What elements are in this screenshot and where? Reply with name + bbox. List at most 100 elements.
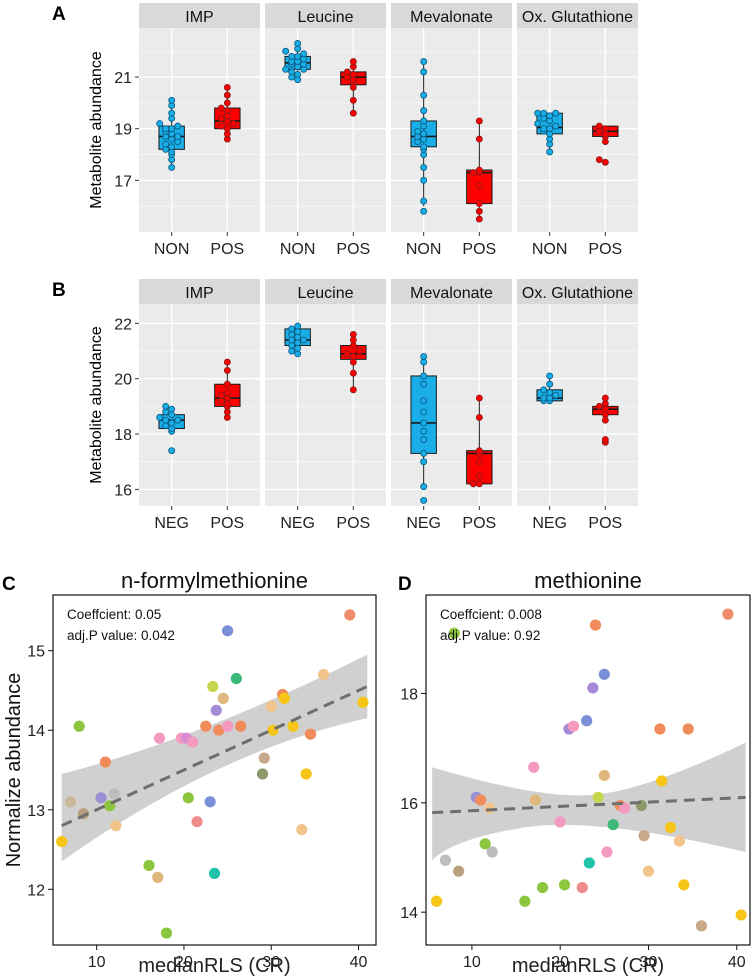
x-tick-label: POS <box>588 241 622 258</box>
data-point <box>664 821 677 834</box>
facet-title: Leucine <box>297 285 353 302</box>
data-point <box>294 322 302 330</box>
data-point <box>288 52 296 60</box>
data-point <box>162 140 170 148</box>
data-point <box>174 416 182 424</box>
data-point <box>552 122 560 130</box>
data-point <box>162 416 170 424</box>
x-axis-label: medianRLS (CR) <box>138 955 290 977</box>
facet-strip <box>391 279 512 304</box>
data-point <box>300 50 308 58</box>
data-point <box>344 609 356 621</box>
facet-background <box>265 28 386 232</box>
x-tick-label: NEG <box>532 515 567 532</box>
data-point <box>256 768 269 780</box>
panel-letter: C <box>2 574 16 595</box>
box-non <box>156 96 185 171</box>
x-tick-label: POS <box>462 515 496 532</box>
data-point <box>287 720 299 732</box>
data-point <box>540 109 548 117</box>
data-point <box>349 369 357 377</box>
data-point <box>217 692 229 705</box>
data-point <box>673 835 685 847</box>
data-point <box>278 692 290 705</box>
box-neg <box>410 353 437 504</box>
data-point <box>475 200 483 208</box>
data-point <box>554 816 566 828</box>
data-point <box>420 458 428 466</box>
y-tick-label: 13 <box>27 803 45 820</box>
data-point <box>355 347 363 355</box>
data-point <box>619 802 631 814</box>
data-point <box>162 125 170 133</box>
data-point <box>282 65 290 73</box>
data-point <box>288 68 296 76</box>
data-point <box>595 156 603 164</box>
y-tick-label: 14 <box>400 905 418 922</box>
panel-letter: B <box>52 280 66 301</box>
data-point <box>110 820 122 832</box>
data-point <box>576 881 588 894</box>
facet-background <box>517 304 638 506</box>
data-point <box>213 724 225 736</box>
data-point <box>420 408 428 416</box>
data-point <box>420 163 428 171</box>
data-point <box>469 169 477 177</box>
data-point <box>349 58 357 66</box>
data-point <box>174 122 182 130</box>
plot-frame <box>52 594 377 946</box>
x-tick-label: NON <box>280 241 316 258</box>
data-point <box>168 96 176 104</box>
data-point <box>601 394 609 402</box>
data-point <box>187 736 199 748</box>
facet-background <box>391 304 512 506</box>
data-point <box>420 107 428 115</box>
data-point <box>288 325 296 333</box>
data-point <box>601 158 609 166</box>
data-point <box>581 715 593 727</box>
data-point <box>540 125 548 133</box>
x-tick-label: 10 <box>463 954 481 971</box>
x-tick-label: NON <box>154 241 190 258</box>
data-point <box>217 104 225 112</box>
data-point <box>420 207 428 215</box>
data-point <box>349 109 357 117</box>
data-point <box>168 419 176 427</box>
data-point <box>654 723 666 735</box>
x-tick-label: 20 <box>551 954 569 971</box>
data-point <box>294 71 302 78</box>
data-point <box>420 427 428 435</box>
data-point <box>229 120 237 127</box>
data-point <box>682 723 694 735</box>
data-point <box>168 405 176 413</box>
data-point <box>475 135 483 143</box>
data-point <box>546 372 554 380</box>
x-axis-label: medianRLS (CR) <box>512 955 664 977</box>
data-point <box>300 768 312 780</box>
data-point <box>168 125 176 133</box>
y-axis-label: Metabolite abundance <box>88 326 105 484</box>
x-tick-label: NEG <box>406 515 441 532</box>
data-point <box>420 483 428 491</box>
data-point <box>282 47 290 55</box>
facet-background <box>139 304 260 506</box>
data-point <box>208 867 221 880</box>
facet-ox-glutathione: Ox. Glutathione NON POS <box>517 3 638 258</box>
data-point <box>735 909 747 921</box>
data-point <box>469 480 477 488</box>
trend-line <box>61 685 368 828</box>
facet-title: Ox. Glutathione <box>522 9 633 26</box>
x-tick-label: 30 <box>262 954 280 971</box>
data-point <box>95 792 107 804</box>
data-point <box>420 130 428 138</box>
chart-title: methionine <box>534 568 642 593</box>
box-pos <box>214 358 241 421</box>
data-point <box>420 117 428 125</box>
box-non <box>410 58 437 215</box>
trend-line <box>432 795 746 815</box>
data-point <box>546 389 554 396</box>
data-point <box>420 372 428 380</box>
data-point <box>156 414 164 421</box>
facet-strip <box>391 3 512 28</box>
